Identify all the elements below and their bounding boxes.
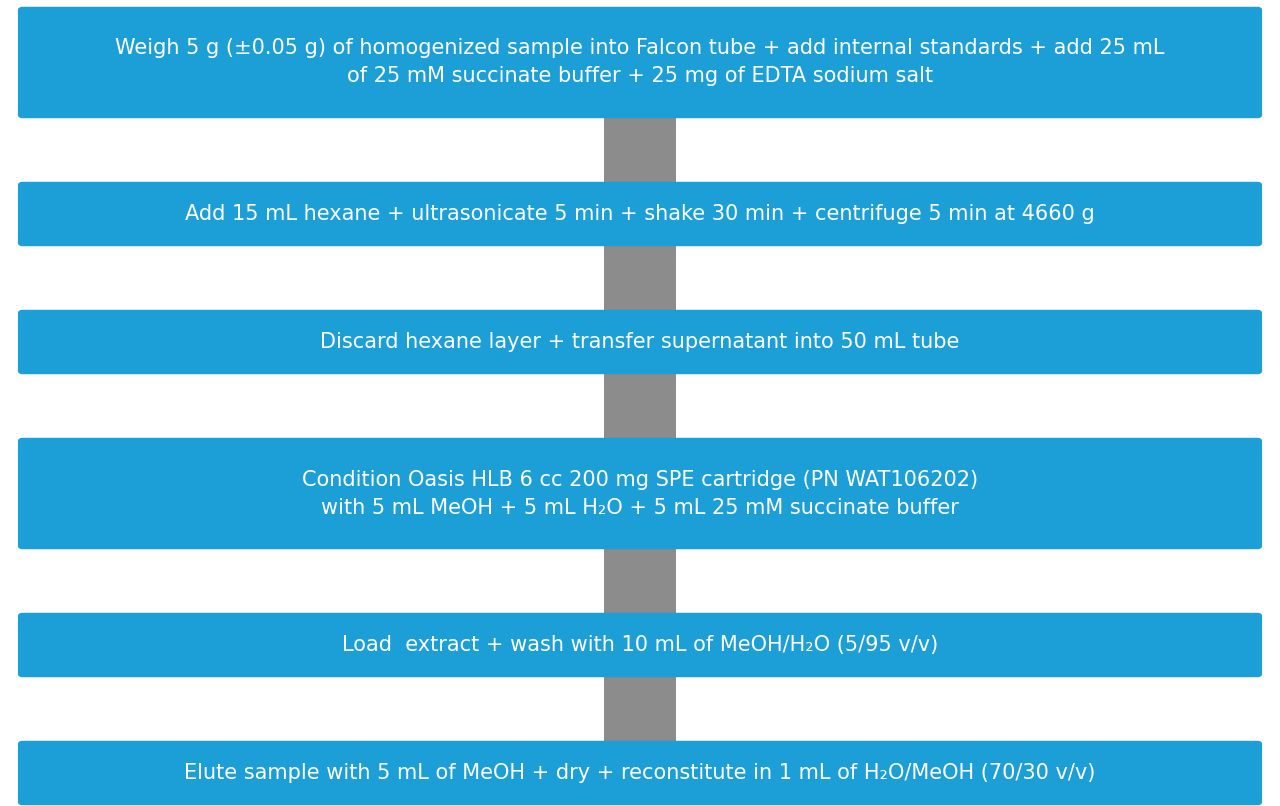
Polygon shape — [570, 313, 710, 343]
FancyBboxPatch shape — [604, 546, 676, 646]
FancyBboxPatch shape — [18, 6, 1262, 118]
Text: Elute sample with 5 mL of MeOH + dry + reconstitute in 1 mL of H₂O/MeOH (70/30 v: Elute sample with 5 mL of MeOH + dry + r… — [184, 763, 1096, 783]
FancyBboxPatch shape — [18, 741, 1262, 805]
FancyBboxPatch shape — [18, 310, 1262, 374]
Polygon shape — [570, 185, 710, 214]
Polygon shape — [570, 616, 710, 646]
FancyBboxPatch shape — [18, 182, 1262, 246]
FancyBboxPatch shape — [18, 613, 1262, 677]
Text: Condition Oasis HLB 6 cc 200 mg SPE cartridge (PN WAT106202)
with 5 mL MeOH + 5 : Condition Oasis HLB 6 cc 200 mg SPE cart… — [302, 470, 978, 517]
Polygon shape — [570, 744, 710, 774]
FancyBboxPatch shape — [604, 674, 676, 774]
FancyBboxPatch shape — [18, 438, 1262, 549]
FancyBboxPatch shape — [604, 371, 676, 471]
FancyBboxPatch shape — [604, 115, 676, 214]
Text: Load  extract + wash with 10 mL of MeOH/H₂O (5/95 v/v): Load extract + wash with 10 mL of MeOH/H… — [342, 635, 938, 655]
Text: Weigh 5 g (±0.05 g) of homogenized sample into Falcon tube + add internal standa: Weigh 5 g (±0.05 g) of homogenized sampl… — [115, 39, 1165, 86]
Text: Discard hexane layer + transfer supernatant into 50 mL tube: Discard hexane layer + transfer supernat… — [320, 332, 960, 352]
Text: Add 15 mL hexane + ultrasonicate 5 min + shake 30 min + centrifuge 5 min at 4660: Add 15 mL hexane + ultrasonicate 5 min +… — [186, 204, 1094, 224]
Polygon shape — [570, 441, 710, 471]
FancyBboxPatch shape — [604, 243, 676, 343]
